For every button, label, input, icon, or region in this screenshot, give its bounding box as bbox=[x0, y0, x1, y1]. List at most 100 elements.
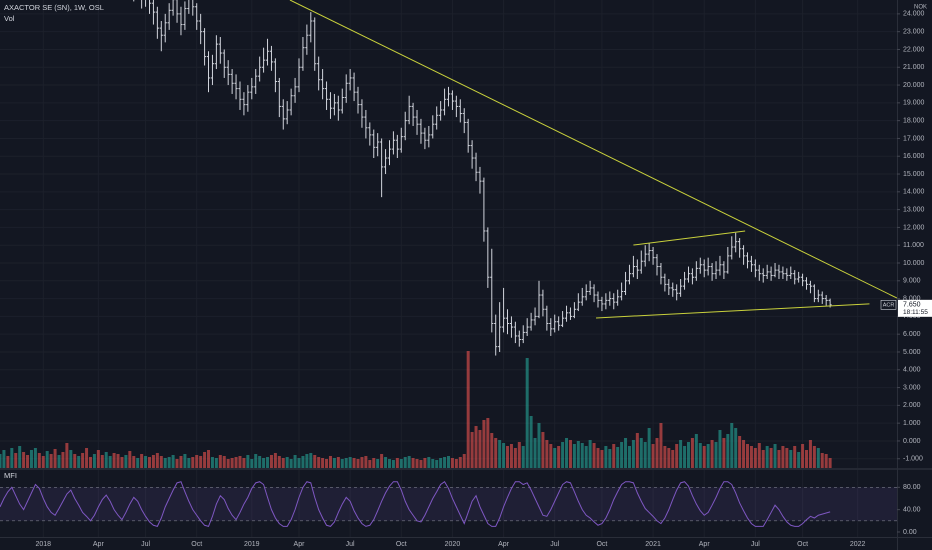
volume-bar bbox=[230, 458, 234, 468]
volume-bar bbox=[667, 448, 671, 468]
trend-line bbox=[289, 0, 897, 299]
volume-bar bbox=[765, 446, 769, 468]
volume-bar bbox=[88, 457, 92, 468]
volume-bar bbox=[478, 430, 482, 468]
volume-bar bbox=[120, 457, 124, 468]
volume-bar bbox=[332, 458, 336, 468]
volume-bar bbox=[616, 447, 620, 468]
price-tag-value: 7.650 bbox=[903, 302, 921, 309]
volume-bar bbox=[0, 454, 2, 468]
volume-bar bbox=[344, 458, 348, 468]
volume-bar bbox=[171, 455, 175, 468]
volume-bar bbox=[777, 450, 781, 468]
mfi-title: MFI bbox=[4, 471, 17, 480]
volume-bar bbox=[238, 456, 242, 468]
x-tick-label: Jul bbox=[141, 541, 150, 548]
volume-bar bbox=[447, 456, 450, 468]
trend-line bbox=[633, 230, 746, 246]
volume-bar bbox=[10, 448, 14, 468]
volume-bar bbox=[403, 457, 407, 468]
volume-bar bbox=[321, 458, 325, 468]
volume-bar bbox=[234, 457, 238, 468]
volume-bar bbox=[140, 454, 144, 468]
volume-bar bbox=[226, 459, 230, 468]
volume-bar bbox=[14, 453, 18, 468]
volume-bar bbox=[706, 444, 710, 468]
x-tick-label: Jul bbox=[550, 541, 559, 548]
volume-bar bbox=[191, 457, 195, 468]
volume-bar bbox=[624, 438, 628, 468]
y-tick-label: 8.000 bbox=[903, 295, 921, 302]
volume-bar bbox=[85, 448, 89, 468]
volume-bar bbox=[513, 448, 517, 468]
volume-bar bbox=[112, 453, 116, 468]
volume-bar bbox=[738, 436, 742, 468]
volume-bar bbox=[714, 442, 718, 468]
volume-bar bbox=[116, 454, 120, 468]
volume-bar bbox=[494, 438, 498, 468]
volume-bar bbox=[364, 456, 368, 468]
volume-bar bbox=[262, 458, 266, 468]
volume-bar bbox=[596, 448, 600, 468]
volume-bar bbox=[313, 455, 317, 468]
volume-bar bbox=[380, 454, 384, 468]
y-tick-label: 10.000 bbox=[903, 260, 925, 267]
volume-bar bbox=[415, 459, 419, 468]
volume-bar bbox=[533, 438, 537, 468]
volume-bar bbox=[529, 416, 533, 468]
volume-bar bbox=[183, 454, 187, 468]
volume-bar bbox=[69, 450, 73, 468]
volume-bar bbox=[340, 459, 344, 468]
volume-bar bbox=[588, 440, 592, 468]
volume-bar bbox=[399, 459, 403, 468]
volume-bar bbox=[167, 457, 171, 468]
volume-bar bbox=[368, 460, 372, 468]
volume-bar bbox=[49, 454, 53, 468]
volume-bar bbox=[419, 460, 423, 468]
x-tick-label: 2018 bbox=[35, 541, 51, 548]
volume-bar bbox=[620, 442, 624, 468]
volume-layer bbox=[0, 351, 832, 468]
volume-bar bbox=[486, 418, 490, 468]
chart-title: AXACTOR SE (SN), 1W, OSL bbox=[4, 3, 104, 12]
volume-bar bbox=[254, 454, 258, 468]
volume-bar bbox=[600, 450, 604, 468]
volume-bar bbox=[509, 444, 513, 468]
x-tick-label: 2020 bbox=[445, 541, 461, 548]
volume-bar bbox=[734, 428, 738, 468]
volume-bar bbox=[769, 448, 773, 468]
y-tick-label: 40.00 bbox=[903, 506, 921, 513]
volume-bar bbox=[435, 460, 439, 468]
y-tick-label: 9.000 bbox=[903, 278, 921, 285]
volume-bar bbox=[683, 446, 687, 468]
volume-bar bbox=[360, 457, 364, 468]
x-tick-label: 2019 bbox=[244, 541, 260, 548]
volume-bar bbox=[258, 456, 262, 468]
price-layer bbox=[133, 0, 897, 356]
x-tick-label: Apr bbox=[93, 541, 105, 548]
volume-bar bbox=[37, 453, 41, 468]
y-tick-label: -1.000 bbox=[903, 456, 923, 463]
volume-bar bbox=[22, 452, 26, 468]
volume-bar bbox=[293, 455, 297, 468]
x-tick-label: 2022 bbox=[850, 541, 866, 548]
volume-bar bbox=[100, 455, 104, 468]
volume-bar bbox=[639, 438, 643, 468]
y-tick-label: 18.000 bbox=[903, 117, 925, 124]
y-tick-label: 5.000 bbox=[903, 349, 921, 356]
volume-bar bbox=[391, 460, 395, 468]
volume-bar bbox=[549, 444, 553, 468]
volume-bar bbox=[698, 443, 702, 468]
volume-bar bbox=[525, 358, 529, 468]
y-tick-label: 15.000 bbox=[903, 171, 925, 178]
volume-bar bbox=[572, 444, 576, 468]
volume-bar bbox=[407, 456, 411, 468]
volume-bar bbox=[246, 455, 250, 468]
volume-bar bbox=[124, 455, 128, 468]
volume-bar bbox=[57, 455, 61, 468]
y-tick-label: 19.000 bbox=[903, 100, 925, 107]
volume-bar bbox=[155, 453, 159, 468]
volume-bar bbox=[635, 433, 639, 468]
volume-bar bbox=[92, 454, 96, 468]
